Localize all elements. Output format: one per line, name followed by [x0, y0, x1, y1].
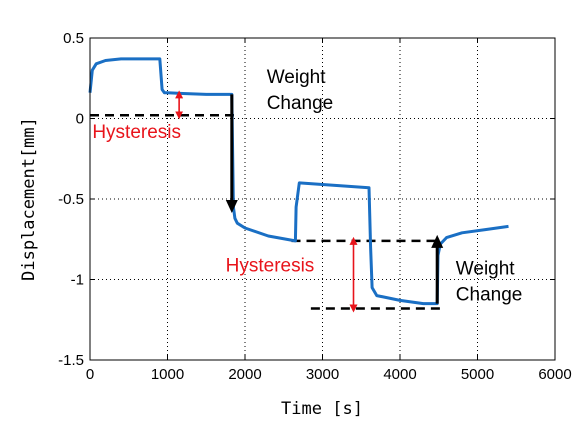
x-tick-label: 4000	[383, 366, 416, 383]
annotation-label: Weight	[456, 259, 516, 280]
x-tick-label: 3000	[306, 366, 339, 383]
x-tick-label: 0	[86, 366, 94, 383]
y-tick-label: -1	[71, 272, 84, 289]
reference-lines	[90, 114, 445, 310]
x-tick-label: 1000	[151, 366, 184, 383]
y-tick-label: -1.5	[58, 352, 84, 369]
annotation-label: Weight	[267, 67, 327, 88]
x-tick-label: 2000	[228, 366, 261, 383]
annotations-layer: Hysteresis Weight Change Hysteresis Weight Ch…	[92, 67, 522, 305]
grid	[90, 38, 555, 360]
ticks-layer: 0 1000 2000 3000 4000 5000 6000 0.5 0 -0.5 -1 -1.5	[58, 30, 572, 383]
annotation-label: Change	[456, 284, 523, 305]
y-tick-label: 0	[76, 111, 84, 128]
x-axis-title: Time [s]	[281, 399, 363, 419]
arrows-layer	[175, 90, 444, 313]
annotation-label: Hysteresis	[92, 122, 181, 143]
x-tick-label: 6000	[538, 366, 571, 383]
y-tick-label: 0.5	[63, 30, 84, 47]
annotation-label: Change	[267, 93, 334, 114]
y-tick-label: -0.5	[58, 191, 84, 208]
y-axis-title: Displacement[mm]	[19, 117, 39, 281]
x-tick-label: 5000	[461, 366, 494, 383]
annotation-label: Hysteresis	[226, 255, 315, 276]
